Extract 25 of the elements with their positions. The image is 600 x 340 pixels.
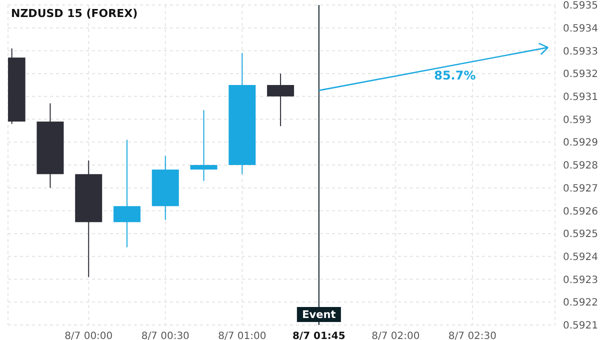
y-tick-label: 0.593 — [563, 114, 592, 126]
y-tick-label: 0.5921 — [563, 320, 598, 332]
y-tick-label: 0.5934 — [563, 23, 598, 34]
x-tick-label: 8/7 02:00 — [372, 331, 420, 340]
candlestick — [190, 110, 218, 182]
y-tick-label: 0.5929 — [563, 138, 598, 149]
y-tick-label: 0.5931 — [563, 92, 598, 103]
x-tick-label: 8/7 00:30 — [141, 331, 190, 340]
y-tick-label: 0.5922 — [563, 298, 598, 309]
x-tick-label: 8/7 02:30 — [448, 331, 497, 340]
y-tick-label: 0.5925 — [563, 229, 598, 240]
annotation: 85.7% — [434, 68, 476, 82]
y-tick-label: 0.5933 — [563, 46, 598, 58]
chart-title: NZDUSD 15 (FOREX) — [11, 7, 138, 20]
y-tick-label: 0.5926 — [563, 206, 598, 218]
y-tick-label: 0.5923 — [563, 274, 598, 286]
ref-line-label: Event — [302, 309, 336, 321]
y-tick-label: 0.5932 — [563, 69, 598, 80]
y-tick-label: 0.5927 — [563, 183, 598, 194]
x-tick-label: 8/7 01:00 — [218, 331, 266, 340]
x-tick-label: 8/7 00:00 — [64, 331, 113, 340]
y-tick-label: 0.5935 — [563, 0, 598, 12]
x-tick-label: 8/7 01:45 — [292, 331, 346, 340]
y-tick-label: 0.5924 — [563, 252, 598, 263]
y-tick-label: 0.5928 — [563, 160, 598, 172]
